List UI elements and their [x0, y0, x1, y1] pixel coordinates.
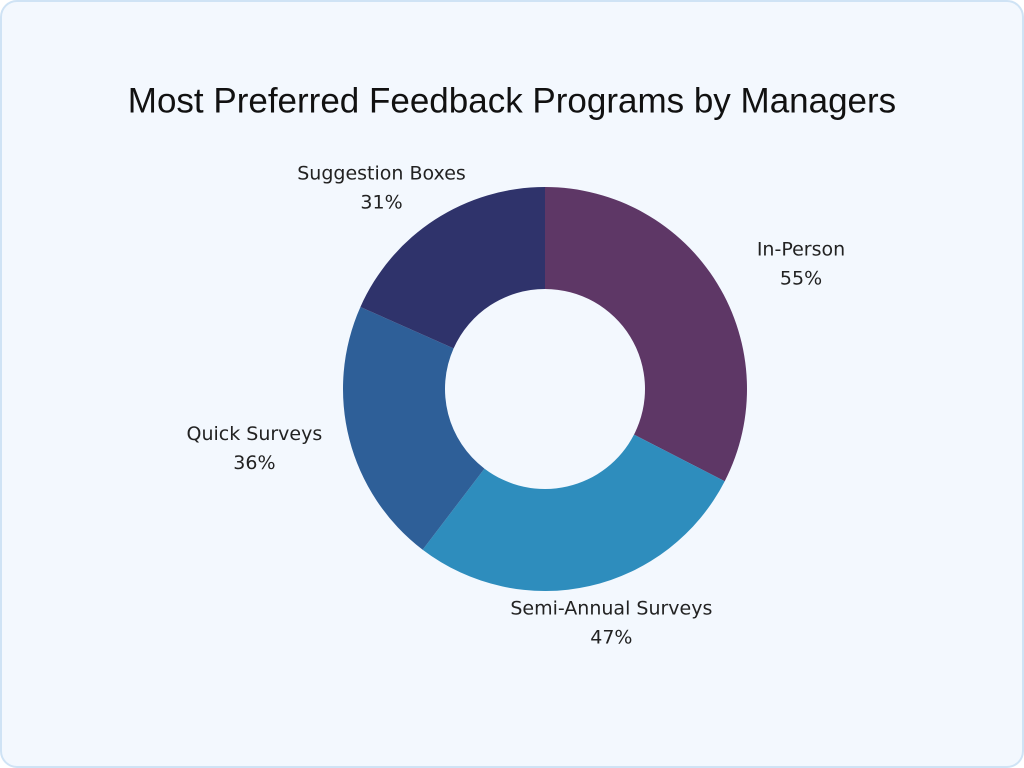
slice-label: Quick Surveys	[187, 423, 323, 445]
slice-value: 47%	[590, 627, 632, 649]
slice-label: In-Person	[757, 238, 845, 260]
slice-label: Suggestion Boxes	[297, 162, 466, 184]
donut-slice	[422, 434, 725, 591]
slice-value: 36%	[233, 452, 275, 474]
slice-value: 31%	[360, 191, 402, 213]
donut-slice	[342, 306, 485, 550]
chart-title: Most Preferred Feedback Programs by Mana…	[128, 81, 896, 120]
donut-slice	[545, 187, 747, 482]
slice-value: 55%	[780, 267, 822, 289]
donut-slice	[360, 187, 545, 349]
slice-label: Semi-Annual Surveys	[510, 598, 712, 620]
